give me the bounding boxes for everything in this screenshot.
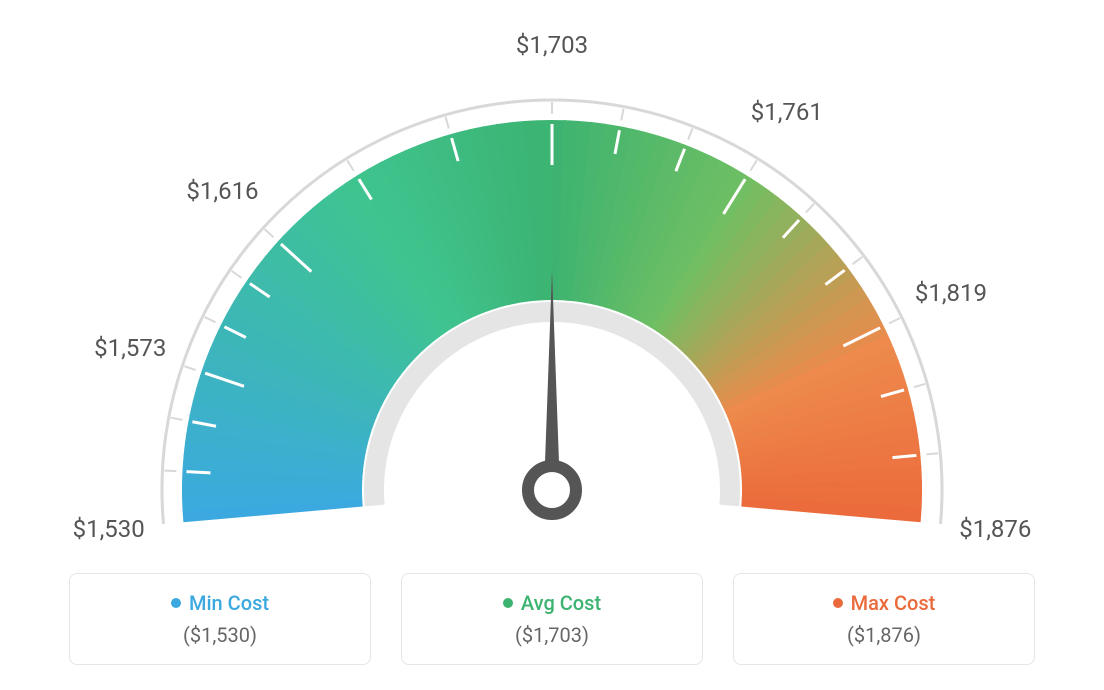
- gauge-tick-label: $1,616: [186, 177, 258, 205]
- gauge-tick-label: $1,819: [915, 279, 987, 307]
- legend-label: Max Cost: [851, 591, 936, 615]
- chart-container: $1,530 $1,573 $1,616 $1,703 $1,761 $1,819 $1,8…: [0, 0, 1104, 690]
- legend-title-max: Max Cost: [833, 591, 936, 615]
- dot-icon: [503, 598, 513, 608]
- dot-icon: [171, 598, 181, 608]
- gauge-tick-label: $1,530: [73, 515, 145, 543]
- legend-card-max: Max Cost ($1,876): [733, 573, 1035, 665]
- dot-icon: [833, 598, 843, 608]
- legend-value: ($1,530): [183, 623, 257, 647]
- gauge-tick-label: $1,703: [516, 31, 588, 59]
- gauge-tick-label: $1,876: [959, 515, 1031, 543]
- legend-title-avg: Avg Cost: [503, 591, 601, 615]
- legend-value: ($1,703): [515, 623, 589, 647]
- legend-label: Min Cost: [189, 591, 269, 615]
- legend-title-min: Min Cost: [171, 591, 269, 615]
- legend-value: ($1,876): [847, 623, 921, 647]
- gauge-tick-label: $1,573: [94, 334, 166, 362]
- legend-row: Min Cost ($1,530) Avg Cost ($1,703) Max …: [69, 573, 1035, 665]
- legend-label: Avg Cost: [521, 591, 601, 615]
- legend-card-min: Min Cost ($1,530): [69, 573, 371, 665]
- gauge-tick-label: $1,761: [751, 98, 823, 126]
- legend-card-avg: Avg Cost ($1,703): [401, 573, 703, 665]
- gauge-svg: [102, 30, 1002, 540]
- gauge: $1,530$1,573$1,616$1,703$1,761$1,819$1,8…: [102, 30, 1002, 540]
